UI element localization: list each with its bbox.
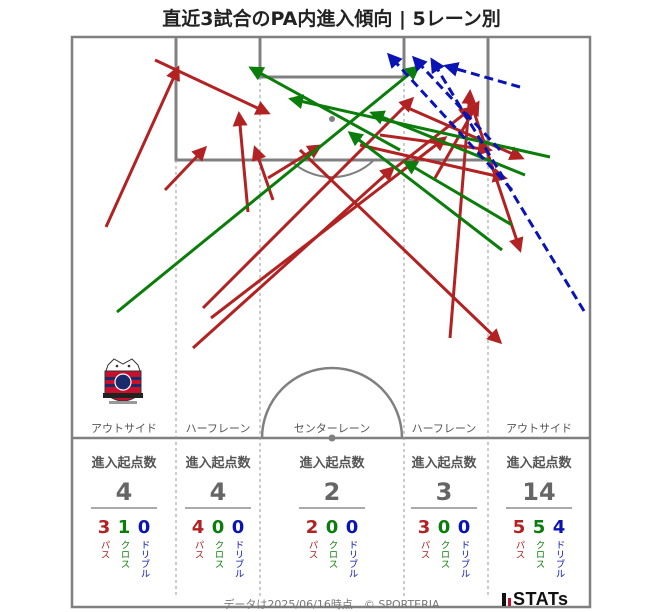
dribble-arrow bbox=[411, 55, 502, 152]
lane-total-count: 2 bbox=[324, 478, 341, 506]
dribble-label: ドリブル bbox=[347, 540, 359, 578]
footer-note: データは2025/06/16時点 © SPORTERIA bbox=[223, 598, 440, 611]
lane-stats: 進入起点数43パス1クロス0ドリブル進入起点数44パス0クロス0ドリブル進入起点… bbox=[91, 455, 572, 578]
dribble-label: ドリブル bbox=[554, 540, 566, 578]
stat-heading: 進入起点数 bbox=[299, 455, 365, 471]
stat-heading: 進入起点数 bbox=[185, 455, 251, 471]
cross-label: クロス bbox=[119, 540, 130, 569]
pass-arrow bbox=[407, 106, 525, 161]
lane-name-outside-left: アウトサイド bbox=[91, 422, 157, 435]
cross-count: 5 bbox=[533, 517, 546, 538]
cross-label: クロス bbox=[213, 540, 224, 569]
pass-arrow bbox=[468, 99, 524, 253]
pass-arrow bbox=[191, 165, 396, 350]
lane-total-count: 3 bbox=[436, 478, 453, 506]
penalty-spot bbox=[329, 116, 335, 122]
goal-area bbox=[258, 37, 406, 79]
stat-heading: 進入起点数 bbox=[411, 455, 477, 471]
dribble-label: ドリブル bbox=[233, 540, 245, 578]
lane-total-count: 14 bbox=[522, 478, 555, 506]
cross-label: クロス bbox=[534, 540, 545, 569]
dribble-arrow bbox=[443, 62, 521, 89]
pass-label: パス bbox=[307, 540, 319, 559]
pass-arrow bbox=[104, 65, 180, 228]
cross-count: 0 bbox=[326, 517, 339, 538]
cross-arrow bbox=[402, 160, 513, 227]
lane-total-count: 4 bbox=[116, 478, 133, 506]
pass-arrow bbox=[201, 96, 415, 310]
pass-label: パス bbox=[419, 540, 431, 559]
cross-label: クロス bbox=[439, 540, 450, 569]
penalty-area bbox=[174, 37, 490, 162]
pass-label: パス bbox=[514, 540, 526, 559]
pass-arrow bbox=[267, 144, 323, 180]
cross-arrow bbox=[347, 131, 503, 252]
entry-arrows bbox=[104, 52, 586, 350]
pass-arrow bbox=[232, 111, 250, 213]
cross-arrow bbox=[369, 110, 526, 177]
lane-name-outside-right: アウトサイド bbox=[506, 422, 572, 435]
cross-count: 0 bbox=[438, 517, 451, 538]
cross-label: クロス bbox=[327, 540, 338, 569]
lane-total-count: 4 bbox=[210, 478, 227, 506]
cross-arrow bbox=[248, 66, 401, 152]
brand-mark-accent-icon bbox=[508, 598, 511, 606]
pass-count: 2 bbox=[306, 517, 319, 538]
lane-name-center: センターレーン bbox=[294, 422, 370, 435]
stats-brand-logo: STATs bbox=[502, 589, 569, 610]
pass-count: 3 bbox=[418, 517, 431, 538]
stat-heading: 進入起点数 bbox=[506, 455, 572, 471]
pass-count: 5 bbox=[513, 517, 526, 538]
center-spot bbox=[328, 434, 336, 442]
dribble-count: 0 bbox=[138, 517, 151, 538]
brand-mark-icon bbox=[502, 593, 506, 606]
pass-arrow bbox=[251, 145, 275, 201]
dribble-label: ドリブル bbox=[139, 540, 151, 578]
dribble-count: 0 bbox=[232, 517, 245, 538]
dribble-count: 4 bbox=[553, 517, 566, 538]
lane-name-halfspace-left: ハーフレーン bbox=[186, 422, 251, 435]
center-circle bbox=[260, 366, 404, 439]
brand-name: STATs bbox=[513, 589, 569, 609]
stat-heading: 進入起点数 bbox=[91, 455, 157, 471]
dribble-count: 0 bbox=[346, 517, 359, 538]
pass-label: パス bbox=[193, 540, 205, 559]
cross-count: 0 bbox=[212, 517, 225, 538]
pass-arrow bbox=[163, 145, 208, 192]
cross-count: 1 bbox=[118, 517, 131, 538]
pass-label: パス bbox=[99, 540, 111, 559]
pass-arrow bbox=[154, 58, 271, 115]
cross-arrow bbox=[116, 65, 421, 314]
pass-arrow bbox=[298, 148, 503, 345]
pass-count: 4 bbox=[192, 517, 205, 538]
cross-arrow bbox=[288, 94, 551, 159]
pass-arrow bbox=[359, 143, 508, 183]
pass-count: 3 bbox=[98, 517, 111, 538]
club-crest-logo bbox=[103, 358, 143, 404]
dribble-arrow bbox=[386, 52, 514, 192]
chart-title: 直近3試合のPA内進入傾向 | 5レーン別 bbox=[162, 8, 501, 30]
dribble-label: ドリブル bbox=[459, 540, 471, 578]
dribble-count: 0 bbox=[458, 517, 471, 538]
pitch-outline bbox=[70, 35, 592, 609]
lane-name-halfspace-right: ハーフレーン bbox=[412, 422, 477, 435]
